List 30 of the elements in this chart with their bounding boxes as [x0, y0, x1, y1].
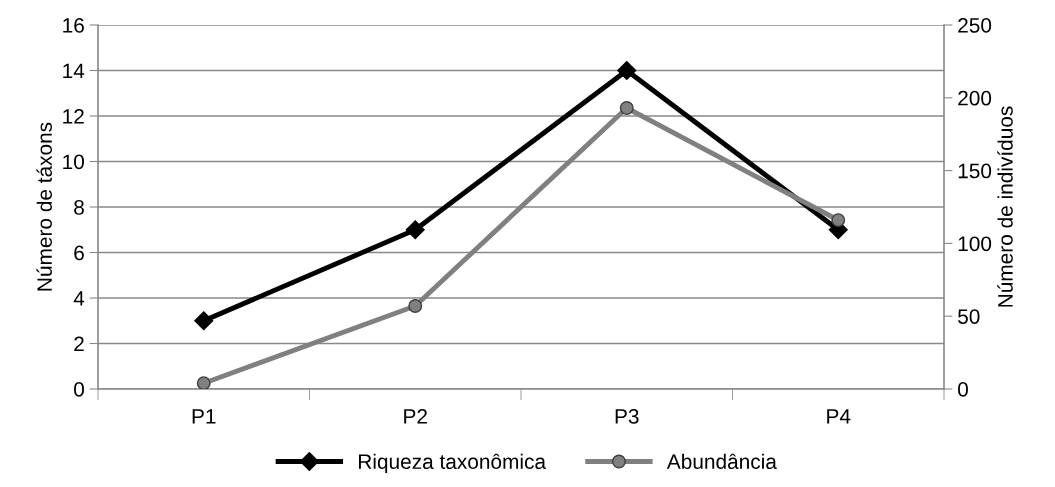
y-tick-label: 4: [73, 291, 85, 306]
y2-tick-label: 50: [958, 309, 980, 324]
y2-axis-title: Número de indivíduos: [997, 106, 1013, 307]
y2-tick-label: 150: [958, 163, 992, 179]
y2-tick-label: 100: [958, 236, 992, 252]
y2-tick-label: 0: [958, 382, 968, 397]
y-tick-label: 14: [63, 63, 85, 79]
point: [196, 376, 211, 389]
y-tick-label: 12: [63, 109, 84, 124]
x-tick-label: P1: [192, 409, 216, 424]
point: [408, 299, 423, 313]
legend-label: Riqueza taxonômica: [358, 453, 547, 474]
point: [831, 213, 846, 228]
y-axis-title: Número de táxons: [36, 122, 52, 291]
y-tick-label: 6: [74, 245, 84, 261]
y-tick-label: 16: [63, 18, 84, 33]
y-tick-label: 2: [74, 336, 84, 352]
point: [405, 220, 425, 240]
y-tick-label: 0: [74, 382, 84, 397]
y2-tick-label: 200: [958, 90, 992, 106]
point: [194, 311, 214, 331]
y-tick-label: 10: [63, 154, 84, 170]
point: [617, 60, 637, 81]
point: [619, 101, 634, 115]
x-tick-label: P2: [404, 408, 427, 424]
y-tick-label: 8: [74, 200, 84, 215]
x-tick-label: P4: [827, 409, 851, 424]
legend-label: Abundância: [666, 453, 777, 469]
y2-tick-label: 250: [958, 18, 992, 33]
x-tick-label: P3: [615, 408, 639, 424]
